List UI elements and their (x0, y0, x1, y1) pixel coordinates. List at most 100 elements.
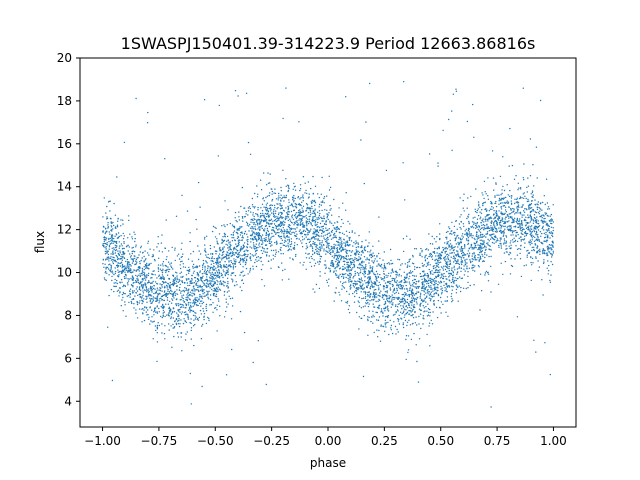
data-point (180, 313, 183, 315)
data-point (204, 248, 206, 250)
data-point (258, 219, 260, 221)
data-point (194, 318, 197, 320)
data-point (503, 222, 505, 225)
data-point (253, 223, 255, 226)
data-point (111, 275, 113, 278)
data-point (397, 318, 399, 320)
data-point (270, 237, 272, 239)
data-point (380, 308, 383, 310)
data-point (242, 266, 244, 268)
data-point (137, 279, 139, 281)
data-point (184, 314, 186, 316)
data-point (173, 326, 176, 328)
data-point (123, 235, 126, 237)
data-point (239, 257, 242, 260)
data-point (201, 297, 204, 299)
data-point (544, 221, 546, 223)
data-point (256, 234, 258, 236)
data-point (161, 332, 163, 334)
data-point (191, 282, 194, 284)
data-point (464, 233, 466, 236)
data-point (421, 262, 423, 265)
data-point (328, 244, 330, 247)
data-point (444, 300, 446, 302)
data-point (320, 235, 322, 237)
data-point (360, 254, 362, 256)
data-point (228, 261, 230, 263)
data-point (361, 266, 363, 269)
data-point (519, 187, 522, 189)
data-point (408, 304, 410, 306)
data-point (156, 360, 158, 363)
data-point (436, 259, 439, 262)
data-point (404, 263, 406, 265)
data-point (331, 214, 333, 216)
data-point (282, 216, 284, 219)
data-point (279, 197, 281, 199)
data-point (230, 318, 233, 320)
data-point (266, 222, 268, 224)
data-point (401, 293, 403, 296)
data-point (158, 302, 160, 304)
data-point (408, 295, 411, 298)
data-point (327, 238, 329, 241)
data-point (526, 191, 528, 193)
data-point (351, 250, 354, 252)
data-point (328, 175, 330, 177)
data-point (148, 254, 150, 256)
data-point (123, 284, 125, 286)
data-point (257, 232, 259, 234)
data-point (133, 290, 135, 292)
data-point (255, 232, 258, 234)
data-point (345, 209, 347, 211)
data-point (197, 304, 199, 307)
data-point (446, 285, 448, 287)
data-point (488, 248, 490, 250)
data-point (347, 274, 349, 277)
data-point (262, 197, 265, 199)
data-point (151, 291, 153, 293)
data-point (470, 234, 472, 237)
data-point (168, 312, 170, 314)
data-point (330, 208, 332, 210)
data-point (413, 332, 415, 335)
data-point (148, 288, 150, 290)
data-point (484, 274, 486, 276)
data-point (395, 297, 397, 299)
data-point (368, 310, 370, 312)
data-point (471, 260, 473, 263)
data-point (386, 300, 389, 302)
data-point (321, 217, 323, 220)
data-point (141, 269, 144, 271)
data-point (111, 226, 113, 228)
data-point (135, 312, 137, 314)
data-point (543, 261, 545, 263)
data-point (111, 270, 114, 272)
data-point (108, 240, 110, 243)
data-point (274, 216, 276, 219)
data-point (240, 205, 242, 208)
data-point (299, 212, 301, 214)
data-point (235, 243, 237, 245)
data-point (317, 253, 319, 255)
data-point (175, 280, 178, 282)
data-point (415, 344, 417, 346)
data-point (197, 319, 200, 321)
data-point (219, 263, 221, 266)
data-point (518, 187, 520, 189)
data-point (265, 196, 267, 199)
data-point (398, 314, 400, 317)
data-point (459, 197, 461, 199)
data-point (487, 220, 489, 222)
data-point (144, 306, 146, 308)
data-point (411, 315, 413, 317)
data-point (315, 244, 317, 246)
data-point (466, 258, 468, 260)
data-point (301, 214, 303, 217)
data-point (124, 285, 126, 287)
data-point (160, 242, 163, 244)
data-point (122, 223, 124, 225)
data-point (155, 300, 157, 302)
data-point (354, 254, 357, 256)
data-point (474, 216, 476, 218)
